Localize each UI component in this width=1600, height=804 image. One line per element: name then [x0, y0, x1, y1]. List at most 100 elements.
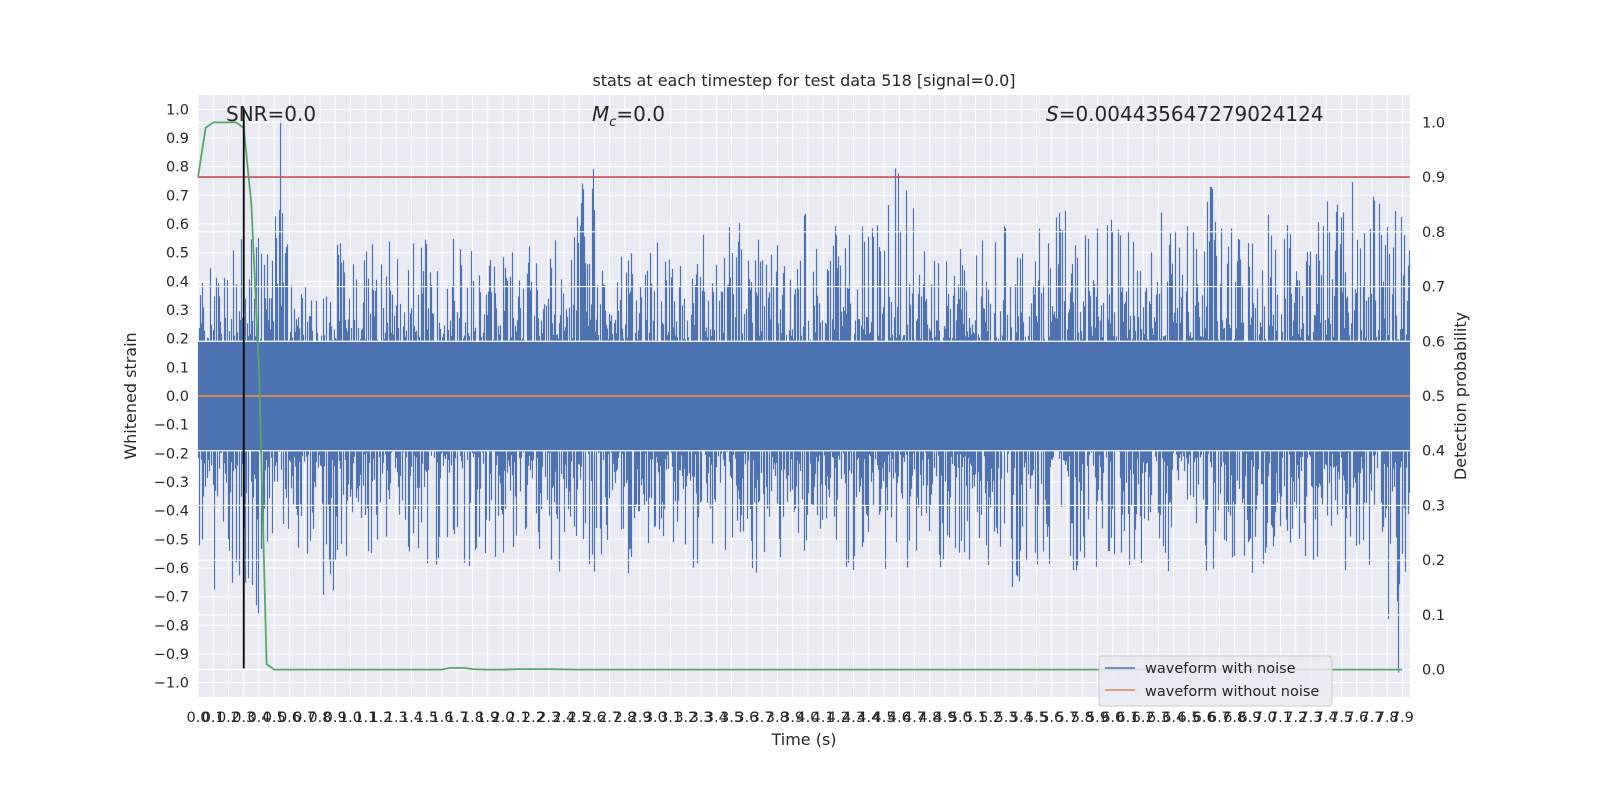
x-tick-label: 2.8 — [613, 710, 636, 726]
y-left-tick-label: 0.8 — [166, 160, 189, 176]
x-tick-label: 3.3 — [690, 710, 713, 726]
x-tick-label: 1.5 — [415, 710, 438, 726]
x-tick-label: 0.5 — [263, 710, 286, 726]
line-detection-probability — [197, 121, 1403, 671]
y-axis-label-right: Detection probability — [1451, 312, 1470, 480]
x-tick-label: 2.2 — [522, 710, 545, 726]
x-tick-label: 0.3 — [232, 710, 255, 726]
x-tick-label: 2.3 — [537, 710, 560, 726]
x-axis-label: Time (s) — [770, 730, 836, 749]
x-tick-label: 2.7 — [598, 710, 621, 726]
x-tick-label: 1.9 — [476, 710, 499, 726]
x-tick-label: 4.2 — [827, 710, 850, 726]
x-tick-label: 2.6 — [583, 710, 606, 726]
legend-box — [1098, 655, 1333, 707]
x-tick-label: 2.4 — [552, 710, 575, 726]
y-right-tick-label: 0.2 — [1422, 553, 1445, 569]
x-tick-label: 7.0 — [1254, 710, 1277, 726]
y-left-tick-label: 0.3 — [166, 303, 189, 319]
y-left-tick-label: −0.8 — [154, 618, 189, 634]
x-tick-label: 1.0 — [339, 710, 362, 726]
y-right-tick-label: 0.1 — [1422, 608, 1445, 624]
x-tick-label: 0.9 — [324, 710, 347, 726]
y-right-tick-label: 0.6 — [1422, 334, 1445, 350]
x-tick-label: 7.9 — [1391, 710, 1414, 726]
x-tick-label: 7.5 — [1330, 710, 1353, 726]
y-left-tick-label: 0.6 — [166, 217, 189, 233]
x-tick-label: 6.6 — [1193, 710, 1216, 726]
x-tick-label: 5.0 — [949, 710, 972, 726]
y-left-tick-label: 0.7 — [166, 188, 189, 204]
y-left-tick-label: 0.1 — [166, 360, 189, 376]
x-tick-label: 3.5 — [720, 710, 743, 726]
y-left-tick-label: 0.0 — [166, 389, 189, 405]
x-tick-label: 1.6 — [430, 710, 453, 726]
y-left-tick-labels: 1.0 0.9 0.8 0.7 0.6 0.5 0.4 0.3 0.2 0.1 0.0 −0.1 −0.… — [154, 102, 189, 691]
y-left-tick-label: −0.1 — [154, 418, 189, 434]
x-tick-label: 4.7 — [903, 710, 926, 726]
x-tick-label: 7.2 — [1284, 710, 1307, 726]
y-left-tick-label: −0.2 — [154, 446, 189, 462]
x-tick-label: 3.6 — [735, 710, 758, 726]
y-left-tick-label: −0.6 — [154, 561, 189, 577]
x-tick-label: 3.0 — [644, 710, 667, 726]
x-tick-label: 0.6 — [278, 710, 301, 726]
y-right-tick-label: 1.0 — [1422, 115, 1445, 131]
y-left-tick-label: −0.3 — [154, 475, 189, 491]
x-tick-label: 7.6 — [1345, 710, 1368, 726]
annotation-snr: SNR=0.0 — [226, 102, 316, 126]
y-left-tick-label: −0.4 — [154, 504, 189, 520]
series-lines — [197, 109, 1410, 671]
x-tick-label: 4.6 — [888, 710, 911, 726]
y-right-tick-label: 0.8 — [1422, 225, 1445, 241]
y-right-tick-label: 0.7 — [1422, 280, 1445, 296]
x-tick-label: 6.9 — [1238, 710, 1261, 726]
legend-label-waveform-with-noise: waveform with noise — [1145, 661, 1296, 677]
x-tick-label: 0.4 — [247, 710, 270, 726]
x-tick-label: 3.7 — [751, 710, 774, 726]
x-tick-label: 0.8 — [308, 710, 331, 726]
x-tick-label: 2.1 — [507, 710, 530, 726]
y-right-tick-label: 0.5 — [1422, 389, 1445, 405]
x-tick-label: 6.1 — [1116, 710, 1139, 726]
x-tick-label: 5.1 — [964, 710, 987, 726]
x-tick-label: 4.8 — [918, 710, 941, 726]
mc-subscript: c — [609, 115, 616, 130]
y-left-tick-label: 0.2 — [166, 332, 189, 348]
annotation-s: S=0.004435647279024124 — [1046, 102, 1324, 126]
y-left-tick-label: 0.4 — [166, 274, 189, 290]
x-tick-label: 2.0 — [491, 710, 514, 726]
x-tick-label: 5.8 — [1071, 710, 1094, 726]
x-tick-label: 1.3 — [385, 710, 408, 726]
x-tick-label: 4.4 — [857, 710, 880, 726]
x-tick-label: 1.7 — [446, 710, 469, 726]
x-tick-label: 3.1 — [659, 710, 682, 726]
x-tick-label: 6.4 — [1162, 710, 1185, 726]
y-right-tick-label: 0.9 — [1422, 170, 1445, 186]
x-tick-label: 3.2 — [674, 710, 697, 726]
y-right-tick-label: 0.3 — [1422, 498, 1445, 514]
x-tick-label: 2.5 — [568, 710, 591, 726]
x-tick-label: 1.2 — [369, 710, 392, 726]
y-left-tick-label: −1.0 — [154, 676, 189, 692]
y-left-tick-label: −0.7 — [154, 590, 189, 606]
x-tick-label: 4.1 — [812, 710, 835, 726]
y-left-tick-label: −0.9 — [154, 647, 189, 663]
y-left-tick-label: 0.9 — [166, 131, 189, 147]
x-tick-label: 6.8 — [1223, 710, 1246, 726]
x-tick-label: 6.5 — [1177, 710, 1200, 726]
x-tick-label: 0.2 — [217, 710, 240, 726]
y-right-tick-label: 0.4 — [1422, 444, 1445, 460]
x-tick-label: 4.3 — [842, 710, 865, 726]
annotation-mc: Mc=0.0 — [592, 102, 665, 130]
x-tick-label: 0.0 — [186, 710, 209, 726]
x-tick-label: 7.1 — [1269, 710, 1292, 726]
x-tick-label: 5.4 — [1010, 710, 1033, 726]
x-tick-label: 6.7 — [1208, 710, 1231, 726]
x-tick-label: 3.8 — [766, 710, 789, 726]
x-tick-label: 5.7 — [1055, 710, 1078, 726]
chart-title: stats at each timestep for test data 518… — [592, 71, 1015, 90]
x-tick-label: 5.6 — [1040, 710, 1063, 726]
